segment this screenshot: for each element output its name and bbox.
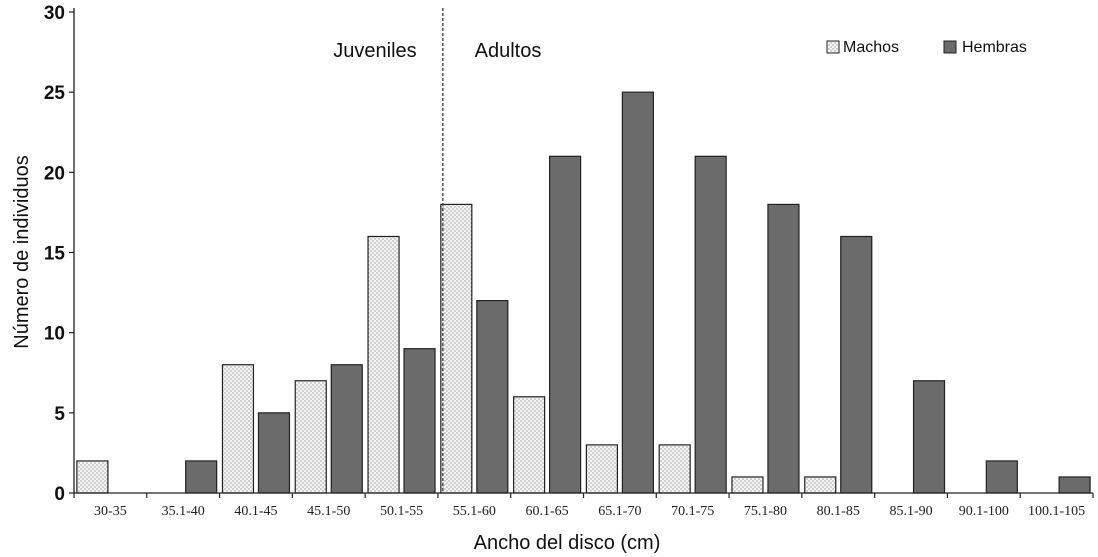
y-tick-label-15: 15	[44, 244, 66, 265]
adultos-label: Adultos	[475, 40, 542, 62]
x-tick-label-80.1-85: 80.1-85	[817, 504, 860, 519]
axes: 0 5 10 15 20 25 30 30-35 35.1-40 40.1-45 45.1-50 50…	[44, 3, 1094, 519]
legend-label-machos: Machos	[843, 39, 899, 56]
x-tick-label-45.1-50: 45.1-50	[307, 504, 350, 519]
legend: Machos Hembras	[826, 39, 1027, 56]
y-tick-label-30: 30	[44, 3, 65, 24]
bar-hembras-35.1-40	[185, 460, 218, 494]
juveniles-label: Juveniles	[333, 40, 416, 62]
bar-machos-75.1-80	[731, 476, 764, 494]
x-tick-label-60.1-65: 60.1-65	[526, 504, 569, 519]
bar-hembras-60.1-65	[549, 155, 582, 494]
bar-hembras-85.1-90	[912, 380, 946, 494]
y-tick-label-0: 0	[54, 484, 65, 505]
bar-machos-30-35	[76, 460, 109, 494]
x-tick-label-85.1-90: 85.1-90	[889, 504, 932, 519]
bar-hembras-50.1-55	[403, 348, 436, 494]
bar-machos-55.1-60	[440, 203, 473, 494]
bar-machos-45.1-50	[294, 380, 327, 494]
bar-hembras-70.1-75	[694, 155, 727, 494]
x-axis-title: Ancho del disco (cm)	[474, 532, 661, 554]
legend-swatch-hembras	[943, 40, 957, 54]
x-tick-label-30-35: 30-35	[94, 504, 127, 519]
bar-machos-70.1-75	[658, 444, 691, 494]
bar-hembras-65.1-70	[621, 91, 654, 494]
bars	[76, 91, 1091, 494]
y-axis-title: Número de individuos	[11, 155, 33, 348]
bar-hembras-55.1-60	[476, 300, 509, 494]
bar-hembras-45.1-50	[330, 364, 363, 494]
x-tick-label-35.1-40: 35.1-40	[162, 504, 205, 519]
x-tick-label-40.1-45: 40.1-45	[234, 504, 277, 519]
y-tick-label-10: 10	[44, 324, 65, 345]
x-tick-label-55.1-60: 55.1-60	[453, 504, 496, 519]
legend-swatch-machos	[826, 40, 840, 54]
bar-machos-65.1-70	[585, 444, 618, 494]
bar-hembras-90.1-100	[985, 460, 1018, 494]
x-tick-label-90.1-100: 90.1-100	[959, 504, 1009, 519]
x-tick-label-65.1-70: 65.1-70	[598, 504, 641, 519]
bar-hembras-80.1-85	[840, 235, 873, 494]
bar-hembras-40.1-45	[257, 412, 291, 494]
y-tick-label-25: 25	[44, 83, 66, 104]
bar-machos-60.1-65	[513, 396, 546, 494]
y-tick-label-20: 20	[44, 163, 65, 184]
bar-machos-80.1-85	[804, 476, 837, 494]
x-tick-label-75.1-80: 75.1-80	[744, 504, 787, 519]
x-tick-label-70.1-75: 70.1-75	[671, 504, 714, 519]
bar-hembras-100.1-105	[1058, 476, 1091, 494]
y-tick-label-5: 5	[54, 404, 65, 425]
x-tick-label-100.1-105: 100.1-105	[1028, 504, 1085, 519]
labels: Ancho del disco (cm) Número de individuo…	[11, 40, 660, 554]
bar-machos-50.1-55	[367, 235, 400, 494]
bar-machos-40.1-45	[221, 364, 255, 494]
bar-hembras-75.1-80	[767, 203, 800, 494]
legend-label-hembras: Hembras	[962, 39, 1027, 56]
x-tick-label-50.1-55: 50.1-55	[380, 504, 423, 519]
